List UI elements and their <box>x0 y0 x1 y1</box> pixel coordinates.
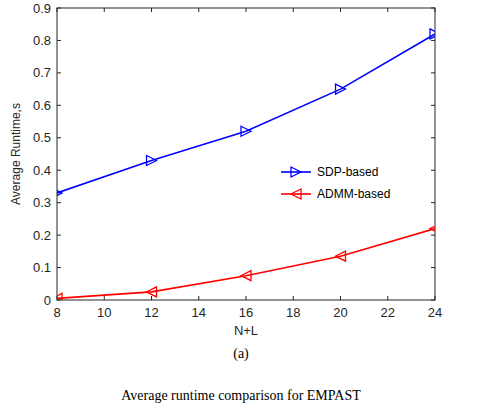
y-tick <box>431 170 435 171</box>
y-tick <box>431 235 435 236</box>
legend-marker <box>291 167 301 177</box>
y-tick <box>57 72 61 73</box>
y-tick <box>431 202 435 203</box>
series-marker <box>430 224 435 234</box>
y-tick <box>57 267 61 268</box>
y-tick <box>431 72 435 73</box>
x-tick <box>340 296 341 300</box>
series-marker <box>57 188 62 198</box>
series-line <box>57 34 435 193</box>
x-tick-label: 18 <box>286 305 300 320</box>
y-tick-label: 0.9 <box>33 1 51 16</box>
series-marker <box>147 287 157 297</box>
chart: 8 10 12 14 16 18 20 22 24 0 0.1 0.2 0.3 0.4 0.5 0.6 0.7 0… <box>0 0 482 410</box>
y-tick <box>57 105 61 106</box>
x-tick <box>104 8 105 12</box>
y-tick <box>57 137 61 138</box>
series-marker <box>241 126 251 136</box>
x-tick-label: 12 <box>144 305 158 320</box>
legend-marker <box>291 189 301 199</box>
x-tick <box>246 8 247 12</box>
x-tick-label: 10 <box>97 305 111 320</box>
series-marker <box>336 251 346 261</box>
legend: SDP-based ADMM-based <box>277 158 407 210</box>
series-marker <box>430 29 435 39</box>
x-tick <box>246 296 247 300</box>
plot-marks <box>57 29 435 300</box>
y-tick <box>57 202 61 203</box>
y-tick-label: 0.3 <box>33 195 51 210</box>
x-tick-label: 14 <box>192 305 206 320</box>
y-tick-label: 0.1 <box>33 260 51 275</box>
x-tick-label: 8 <box>53 305 60 320</box>
plot-frame <box>57 8 435 300</box>
x-tick <box>198 296 199 300</box>
y-tick-label: 0.8 <box>33 33 51 48</box>
x-tick <box>151 296 152 300</box>
x-tick <box>387 296 388 300</box>
x-tick-label: 16 <box>239 305 253 320</box>
y-tick <box>431 267 435 268</box>
x-tick <box>340 8 341 12</box>
series-line <box>57 229 435 299</box>
series-marker <box>147 155 157 165</box>
y-tick <box>431 137 435 138</box>
series-marker <box>241 271 251 281</box>
x-axis-label: N+L <box>234 323 258 338</box>
x-tick <box>293 8 294 12</box>
y-tick-label: 0.2 <box>33 228 51 243</box>
y-tick <box>431 105 435 106</box>
y-tick-label: 0.7 <box>33 65 51 80</box>
legend-label: ADMM-based <box>317 187 390 201</box>
x-tick <box>387 8 388 12</box>
y-tick-label: 0.4 <box>33 163 51 178</box>
x-tick <box>151 8 152 12</box>
y-tick <box>57 235 61 236</box>
x-tick <box>198 8 199 12</box>
legend-label: SDP-based <box>317 165 378 179</box>
x-tick-label: 22 <box>381 305 395 320</box>
plot-area <box>57 8 435 300</box>
y-tick <box>431 40 435 41</box>
y-tick-label: 0.6 <box>33 98 51 113</box>
legend-line <box>281 171 311 173</box>
y-tick <box>57 170 61 171</box>
caption: (a) <box>233 346 249 362</box>
series-marker <box>57 293 62 300</box>
y-tick-label: 0 <box>44 293 51 308</box>
legend-box <box>277 158 407 210</box>
legend-line <box>281 193 311 195</box>
x-tick-label: 24 <box>428 305 442 320</box>
y-tick-label: 0.5 <box>33 130 51 145</box>
x-tick-label: 20 <box>333 305 347 320</box>
x-tick <box>104 296 105 300</box>
y-tick <box>57 40 61 41</box>
background <box>0 0 482 410</box>
x-tick <box>293 296 294 300</box>
caption: Average runtime comparison for EMPAST <box>121 388 361 403</box>
y-axis-label: Average Runtime,s <box>9 103 23 205</box>
series-marker <box>336 84 346 94</box>
